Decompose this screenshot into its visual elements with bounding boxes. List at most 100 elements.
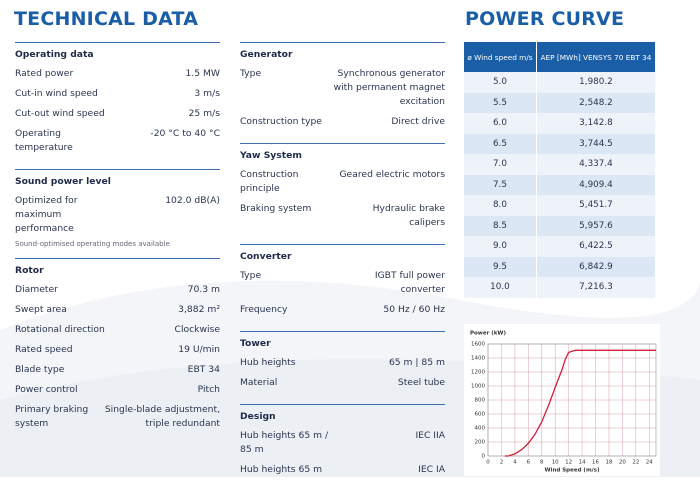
section: Design Hub heights 65 m / 85 m IEC IIA Hub … [240,404,445,491]
cell: 4,909.4 [536,174,657,195]
y-tick-label: 0 [482,454,486,460]
y-tick-label: 400 [475,426,486,432]
spec-row: Hub heights 65 m IEC IA [240,463,445,477]
spec-label: Construction type [240,116,322,127]
x-tick-label: 16 [592,460,599,466]
section: Sound power level Optimized for maximum p… [15,169,220,258]
x-tick-label: 12 [565,460,572,466]
spec-row: Optimized for maximum performance 102.0 d… [15,194,220,236]
x-tick-label: 0 [486,460,490,466]
cell: 6.5 [464,133,537,154]
table-row: 8.0 5,451.7 [464,195,657,216]
column-header: ø Wind speed m/s [464,42,537,72]
spec-label: Braking system [240,203,312,214]
section-title: Converter [240,251,292,262]
spec-row: Operating temperature -20 °C to 40 °C [15,127,220,155]
spec-value: Direct drive [391,116,445,127]
spec-row: Type IGBT full power converter [240,269,445,297]
cell: 5,957.6 [536,215,657,236]
cell: 5,451.7 [536,195,657,216]
x-tick-label: 6 [527,460,531,466]
spec-value: Pitch [197,384,220,395]
cell: 4,337.4 [536,154,657,175]
table-row: 10.0 7,216.3 [464,277,657,298]
spec-row: Rated power 1.5 MW [15,67,220,81]
cell: 9.5 [464,256,537,277]
spec-value: 3 m/s [194,88,220,99]
spec-label: Operating temperature [15,128,73,153]
spec-value: Hydraulic brake calipers [372,203,445,228]
spec-value: Steel tube [397,377,445,388]
spec-label: Cut-in wind speed [15,88,98,99]
section-title: Generator [240,49,293,60]
spec-value: IEC IA [418,464,445,475]
spec-row: Cut-in wind speed 3 m/s [15,87,220,101]
cell: 3,142.8 [536,113,657,134]
spec-label: Rotational direction [15,324,105,335]
section-title: Operating data [15,49,94,60]
spec-value: Single-blade adjustment, triple redundan… [104,404,220,429]
cell: 8.5 [464,215,537,236]
spec-value: 1.5 MW [185,68,220,79]
x-tick-label: 4 [513,460,517,466]
x-tick-label: 8 [540,460,544,466]
y-tick-label: 1000 [471,384,485,390]
spec-row: Rated speed 19 U/min [15,343,220,357]
page: TECHNICAL DATA POWER CURVE Operating dat… [0,8,700,477]
cell: 6,422.5 [536,236,657,257]
table-row: 9.0 6,422.5 [464,236,657,257]
spec-value: 19 U/min [178,344,220,355]
column-header: AEP [MWh] VENSYS 70 EBT 34 [536,42,657,72]
cell: 3,744.5 [536,133,657,154]
cell: 5.5 [464,92,537,113]
x-tick-label: 18 [605,460,612,466]
spec-value: IGBT full power converter [374,270,445,295]
x-tick-label: 10 [552,460,559,466]
spec-label: Type [240,68,262,79]
power-table: ø Wind speed m/s AEP [MWh] VENSYS 70 EBT … [464,42,657,298]
cell: 6,842.9 [536,256,657,277]
spec-label: Frequency [240,304,288,315]
table-row: 6.0 3,142.8 [464,113,657,134]
section-note: Sound-optimised operating modes availabl… [15,240,170,248]
spec-value: Synchronous generator with permanent mag… [333,68,445,107]
spec-row: Diameter 70.3 m [15,283,220,297]
power-curve-title: POWER CURVE [465,8,625,30]
spec-label: Optimized for maximum performance [15,195,78,234]
spec-value: Clockwise [174,324,220,335]
spec-label: Swept area [15,304,67,315]
y-tick-label: 1200 [471,370,485,376]
x-tick-label: 24 [646,460,653,466]
spec-label: Primary braking system [15,404,89,429]
spec-label: Construction principle [240,169,299,194]
section: Generator Type Synchronous generator with … [240,42,445,143]
chart: Power (kW)Wind Speed (m/s)02004006008001… [464,324,660,476]
table-row: 8.5 5,957.6 [464,215,657,236]
cell: 7,216.3 [536,277,657,298]
x-tick-label: 2 [500,460,504,466]
spec-row: Construction principle Geared electric mo… [240,168,445,196]
spec-value: Geared electric motors [339,169,445,180]
y-axis-label: Power (kW) [470,331,506,337]
section-title: Sound power level [15,176,111,187]
spec-row: Braking system Hydraulic brake calipers [240,202,445,230]
spec-row: Type Synchronous generator with permanent… [240,67,445,109]
spec-value: IEC IIA [415,430,445,441]
y-tick-label: 200 [475,440,486,446]
column: Generator Type Synchronous generator with … [240,42,445,491]
column: Operating data Rated power 1.5 MW Cut-in wi… [15,42,220,445]
spec-row: Material Steel tube [240,376,445,390]
spec-label: Diameter [15,284,58,295]
spec-row: Blade type EBT 34 [15,363,220,377]
section: Converter Type IGBT full power converter Fr… [240,244,445,331]
section: Rotor Diameter 70.3 m Swept area 3,882 m² Rot… [15,258,220,445]
x-axis-label: Wind Speed (m/s) [545,468,600,474]
y-tick-label: 800 [475,398,486,404]
y-tick-label: 600 [475,412,486,418]
cell: 6.0 [464,113,537,134]
spec-value: 65 m | 85 m [388,357,445,368]
x-tick-label: 20 [619,460,626,466]
spec-value: 3,882 m² [178,304,220,315]
power-curve [504,349,656,457]
x-tick-label: 22 [632,460,639,466]
